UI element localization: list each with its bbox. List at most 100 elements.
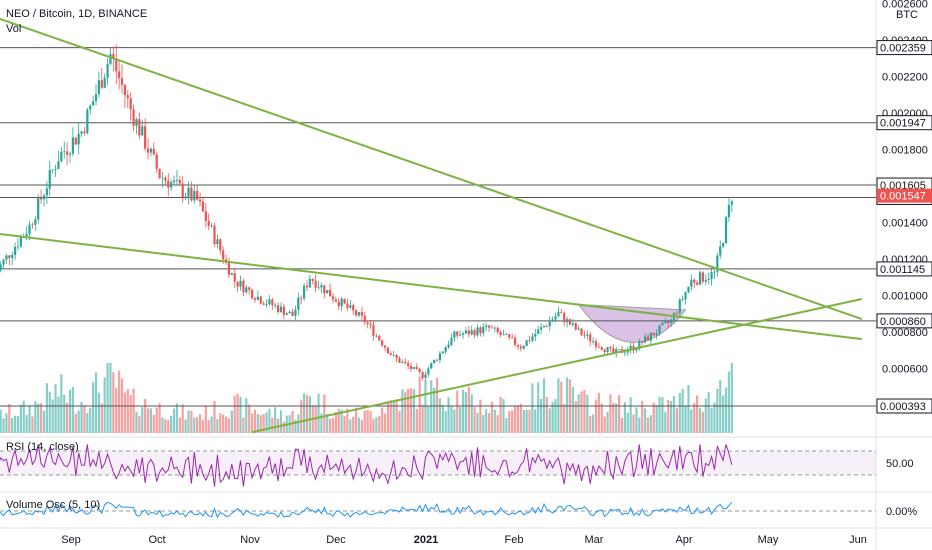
y-tick-label: 0.002200 xyxy=(882,72,928,84)
candle xyxy=(375,335,378,337)
volume-bar xyxy=(450,406,453,433)
volume-bar xyxy=(274,407,277,433)
candle xyxy=(690,279,693,287)
volume-bar xyxy=(271,417,274,433)
candle xyxy=(707,278,710,280)
volume-bar xyxy=(109,363,112,433)
volume-bar xyxy=(453,409,456,433)
volume-bar xyxy=(291,410,294,433)
volume-label[interactable]: Vol xyxy=(6,23,22,35)
candle xyxy=(103,77,106,88)
candle xyxy=(250,289,254,299)
candle xyxy=(8,255,11,259)
volume-osc-title[interactable]: Volume Osc (5, 10) xyxy=(6,499,101,511)
candle xyxy=(262,303,265,305)
volume-bar xyxy=(360,419,363,433)
candle xyxy=(170,182,173,188)
rsi-line xyxy=(0,444,733,487)
level-label-box[interactable] xyxy=(876,115,932,131)
volume-bar xyxy=(690,409,693,433)
candle xyxy=(612,348,615,354)
symbol-title[interactable]: NEO / Bitcoin, 1D, BINANCE xyxy=(6,8,148,20)
candle xyxy=(42,195,46,200)
candle xyxy=(19,237,22,247)
candle xyxy=(193,190,196,201)
volume-bar xyxy=(710,407,713,433)
volume-bar xyxy=(591,414,595,433)
candle xyxy=(230,273,233,275)
trendline[interactable] xyxy=(251,298,863,434)
level-label-box[interactable] xyxy=(876,398,932,414)
candle xyxy=(355,310,358,316)
volume-bar xyxy=(230,410,233,433)
candle xyxy=(337,301,340,307)
x-tick-label: Oct xyxy=(148,534,165,546)
volume-bar xyxy=(693,402,696,433)
volume-bar xyxy=(158,403,161,433)
candle xyxy=(300,297,303,299)
volume-bar xyxy=(112,372,115,433)
volume-bar xyxy=(545,396,548,433)
rsi-title[interactable]: RSI (14, close) xyxy=(6,441,79,453)
level-label-box[interactable] xyxy=(876,40,932,56)
volume-bar xyxy=(670,400,673,433)
volume-bar xyxy=(106,363,109,433)
candle xyxy=(470,330,473,335)
candle xyxy=(603,349,606,353)
candle xyxy=(28,224,31,234)
candle xyxy=(161,177,164,179)
level-label[interactable]: 0.000393 xyxy=(880,401,926,413)
candle xyxy=(412,367,416,369)
trendline[interactable] xyxy=(0,232,862,341)
volume-bar xyxy=(600,403,603,433)
volume-bar xyxy=(340,409,343,433)
level-label-box[interactable] xyxy=(876,261,932,277)
candle xyxy=(453,331,456,338)
candle xyxy=(346,303,349,308)
volume-bar xyxy=(144,398,147,433)
x-tick-label: Dec xyxy=(326,534,346,546)
level-label[interactable]: 0.001947 xyxy=(880,118,926,130)
volume-bar xyxy=(646,417,650,433)
horizontal-levels[interactable] xyxy=(0,47,876,407)
volume-bar xyxy=(31,416,34,433)
candle xyxy=(326,289,329,294)
last-price-box[interactable] xyxy=(877,188,932,203)
price-axis[interactable]: 0.0006000.0008000.0010000.0012000.001400… xyxy=(876,0,932,518)
volume-bar xyxy=(355,407,358,433)
candle xyxy=(615,349,618,354)
volume-bar xyxy=(427,406,430,433)
candle xyxy=(565,319,569,323)
candle xyxy=(152,148,155,155)
volume-bar xyxy=(152,414,155,433)
level-label[interactable]: 0.001145 xyxy=(880,264,925,276)
candle xyxy=(13,246,17,255)
time-axis[interactable]: Sep Oct Nov Dec 2021 Feb Mar Apr May Jun xyxy=(61,534,867,546)
volume-bar xyxy=(63,394,66,433)
last-price-label[interactable]: 0.001547 xyxy=(880,191,926,203)
volume-bar xyxy=(74,413,77,433)
volume-bar xyxy=(190,410,193,433)
volume-bar xyxy=(667,399,670,433)
level-label[interactable]: 0.000860 xyxy=(880,316,926,328)
candle xyxy=(661,322,664,326)
volume-bar xyxy=(438,398,442,433)
candle xyxy=(63,151,66,153)
volume-bar xyxy=(704,398,707,433)
candle xyxy=(144,126,147,149)
candle xyxy=(123,84,127,96)
trendlines[interactable] xyxy=(0,0,863,434)
volume-bar xyxy=(534,409,537,433)
volume-bar xyxy=(473,407,476,433)
candle xyxy=(461,333,465,335)
candle xyxy=(502,334,505,336)
level-label[interactable]: 0.002359 xyxy=(880,43,926,55)
candle xyxy=(664,321,667,323)
volume-bar xyxy=(594,399,598,433)
candle xyxy=(563,312,566,323)
candle xyxy=(441,351,444,354)
candle xyxy=(389,353,392,355)
level-label-box[interactable] xyxy=(876,313,932,329)
trendline[interactable] xyxy=(0,0,863,320)
